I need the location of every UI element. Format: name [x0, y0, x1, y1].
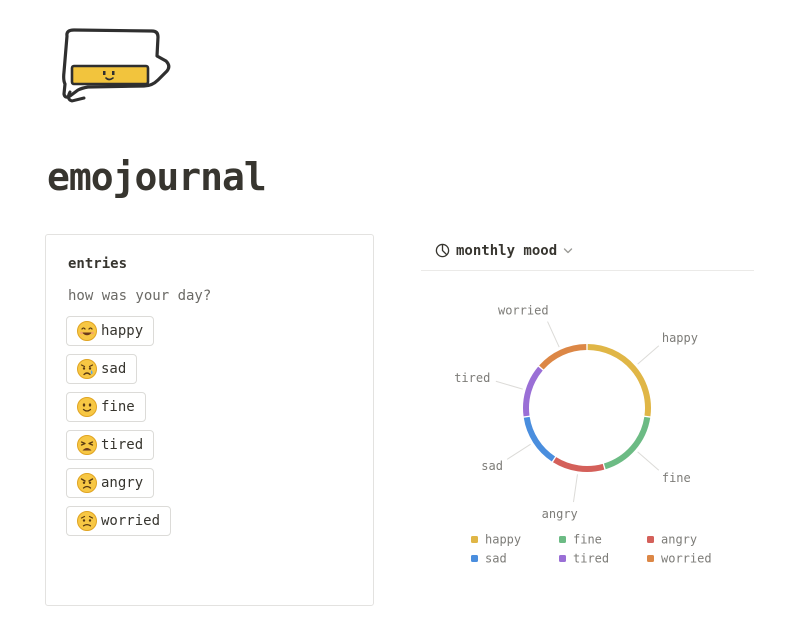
mood-donut-chart: happy fine angry sad tired worried happy fine an… [454, 304, 712, 566]
legend-label[interactable]: happy [485, 533, 521, 547]
mood-button-label: worried [101, 513, 161, 529]
donut-label-line [637, 451, 660, 471]
slightly-smiling-face-icon [77, 397, 97, 417]
legend-swatch [559, 536, 566, 543]
donut-slice-label: worried [498, 304, 549, 318]
legend-label[interactable]: worried [661, 552, 712, 566]
grinning-face-icon [77, 321, 97, 341]
worried-face-icon [77, 511, 97, 531]
donut-label-line [572, 474, 578, 503]
legend-swatch [559, 555, 566, 562]
sad-button[interactable]: sad [66, 354, 138, 384]
donut-label-line [506, 443, 531, 460]
donut-slice-worried[interactable] [539, 344, 587, 370]
donut-slice-label: tired [454, 371, 490, 385]
happy-button[interactable]: happy [66, 316, 155, 346]
tired-face-icon [77, 435, 97, 455]
mood-button-label: tired [101, 437, 144, 453]
mood-button-label: fine [101, 399, 135, 415]
angry-face-icon [77, 473, 97, 493]
entries-card: entries how was your day? happy [45, 234, 374, 606]
donut-slice-angry[interactable] [552, 457, 605, 472]
legend-label[interactable]: fine [573, 533, 602, 547]
donut-slice-sad[interactable] [523, 416, 556, 462]
donut-label-line [495, 380, 523, 390]
donut-slice-label: fine [662, 471, 691, 485]
legend-swatch [647, 555, 654, 562]
donut-slice-label: angry [542, 507, 578, 521]
donut-slice-fine[interactable] [603, 416, 651, 470]
mood-button-label: happy [101, 323, 144, 339]
fine-button[interactable]: fine [66, 392, 146, 422]
donut-slice-tired[interactable] [523, 366, 543, 417]
speech-bubble-smiley-icon [62, 28, 171, 103]
crying-face-icon [77, 359, 97, 379]
donut-slice-label: sad [481, 459, 503, 473]
mood-button-label: angry [101, 475, 144, 491]
legend-label[interactable]: angry [661, 533, 697, 547]
mood-button-label: sad [101, 361, 127, 377]
chart-view-tab[interactable]: monthly mood [421, 240, 754, 271]
legend-swatch [647, 536, 654, 543]
mood-button-list: happy sad fine [66, 316, 172, 544]
entries-prompt: how was your day? [68, 288, 212, 304]
legend-swatch [471, 555, 478, 562]
legend-label[interactable]: tired [573, 552, 609, 566]
legend-swatch [471, 536, 478, 543]
chart-view-label: monthly mood [456, 243, 558, 259]
pie-chart-icon [435, 243, 450, 258]
legend-label[interactable]: sad [485, 552, 507, 566]
angry-button[interactable]: angry [66, 468, 155, 498]
entries-title: entries [68, 256, 128, 272]
donut-slice-happy[interactable] [587, 344, 651, 417]
worried-button[interactable]: worried [66, 506, 172, 536]
tired-button[interactable]: tired [66, 430, 155, 460]
donut-slice-label: happy [662, 331, 698, 345]
page-title: emojournal [47, 155, 267, 199]
chevron-down-icon[interactable] [563, 247, 573, 255]
donut-label-line [547, 321, 560, 348]
donut-label-line [637, 345, 660, 365]
